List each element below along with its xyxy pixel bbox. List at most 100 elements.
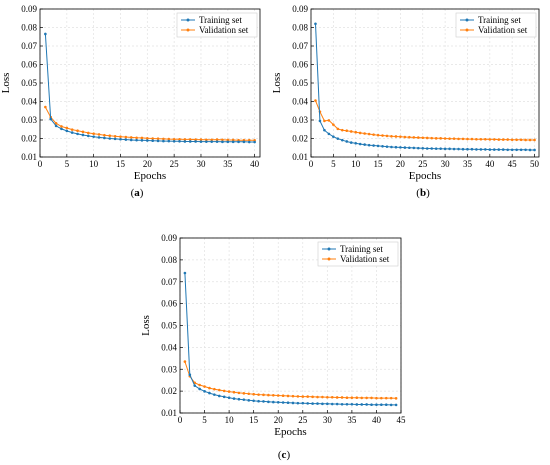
data-point-training	[510, 148, 514, 152]
data-point-training	[306, 402, 309, 405]
data-point-validation	[488, 138, 492, 141]
data-point-validation	[296, 395, 300, 398]
data-point-validation	[326, 395, 329, 399]
data-point-validation	[408, 135, 411, 139]
data-point-validation	[330, 395, 334, 399]
data-point-validation	[385, 134, 389, 138]
data-point-validation	[497, 138, 501, 141]
data-point-validation	[533, 138, 536, 142]
data-point-training	[76, 132, 79, 136]
data-point-training	[390, 145, 393, 149]
data-point-validation	[172, 137, 176, 141]
x-tick-label: 45	[397, 415, 407, 425]
data-point-validation	[327, 119, 331, 122]
data-point-training	[227, 396, 231, 399]
data-point-training	[484, 148, 487, 151]
y-tick-label: 0.09	[161, 233, 177, 243]
y-axis-label: Loss	[0, 73, 12, 94]
legend-swatch-marker	[327, 247, 331, 251]
x-tick-label: 35	[223, 159, 233, 169]
x-tick-label: 15	[249, 415, 259, 425]
data-point-training	[119, 137, 122, 141]
data-point-validation	[162, 137, 165, 141]
y-tick-label: 0.07	[161, 277, 177, 287]
data-point-training	[443, 147, 447, 151]
data-point-validation	[247, 138, 251, 142]
x-tick-label: 10	[89, 159, 99, 169]
data-point-training	[365, 403, 368, 406]
data-point-training	[335, 402, 339, 406]
data-point-training	[461, 147, 465, 151]
data-point-training	[286, 401, 290, 405]
data-point-validation	[412, 136, 416, 139]
data-point-validation	[363, 132, 366, 135]
data-point-training	[350, 402, 354, 406]
data-point-training	[515, 148, 518, 152]
data-point-validation	[470, 137, 474, 141]
x-axis-label: Epochs	[409, 170, 441, 182]
data-point-training	[434, 147, 438, 150]
data-point-training	[385, 145, 389, 148]
data-point-validation	[484, 137, 487, 141]
x-tick-label: 25	[418, 159, 428, 169]
data-point-training	[448, 147, 451, 151]
legend-box	[455, 12, 537, 38]
legend-swatch-marker	[186, 18, 190, 22]
data-point-training	[323, 128, 326, 132]
data-point-validation	[461, 137, 465, 141]
data-point-validation	[345, 396, 349, 399]
data-point-training	[416, 146, 420, 150]
data-point-validation	[321, 395, 324, 399]
data-point-training	[267, 400, 270, 404]
x-axis-label: Epochs	[134, 170, 166, 182]
data-point-validation	[524, 138, 527, 142]
data-point-training	[172, 139, 176, 143]
data-point-training	[425, 147, 429, 150]
y-axis-label: Loss	[140, 315, 152, 336]
data-point-validation	[370, 396, 373, 400]
data-point-validation	[376, 133, 380, 137]
data-point-training	[217, 394, 221, 398]
data-point-training	[376, 144, 380, 148]
data-point-validation	[350, 396, 354, 399]
data-point-training	[226, 140, 230, 144]
data-point-validation	[372, 133, 375, 136]
data-point-validation	[232, 390, 236, 394]
data-point-training	[281, 401, 285, 404]
data-point-training	[408, 146, 411, 150]
data-point-training	[199, 140, 203, 143]
x-tick-label: 40	[250, 159, 260, 169]
data-point-training	[403, 146, 407, 149]
data-point-validation	[336, 127, 340, 131]
data-point-training	[533, 148, 536, 152]
data-point-validation	[448, 137, 451, 140]
data-point-training	[198, 387, 201, 391]
data-point-training	[345, 140, 349, 143]
data-point-training	[506, 148, 510, 152]
data-point-validation	[247, 392, 251, 396]
data-point-training	[221, 140, 224, 144]
data-point-validation	[167, 137, 171, 141]
data-point-training	[370, 403, 373, 406]
data-point-validation	[146, 137, 149, 140]
data-point-training	[497, 148, 501, 151]
data-point-validation	[381, 134, 384, 137]
data-point-training	[394, 145, 398, 149]
data-point-validation	[510, 138, 514, 142]
data-point-training	[92, 135, 95, 138]
data-point-training	[524, 148, 527, 152]
chart-panel-b: 0.01 0.02 0.03 0.04 0.05 0.06 0.07 0.08 0.09 0 5 10…	[271, 4, 540, 199]
legend-entry-label: Validation set	[199, 25, 249, 35]
data-point-training	[205, 140, 208, 143]
data-point-validation	[210, 138, 214, 142]
data-point-validation	[519, 138, 523, 142]
chart-panel-a: 0.01 0.02 0.03 0.04 0.05 0.06 0.07 0.08 0.09 0 5 10…	[0, 4, 261, 199]
data-point-validation	[81, 130, 85, 134]
x-tick-label: 35	[347, 415, 357, 425]
data-point-training	[257, 399, 260, 403]
y-tick-label: 0.08	[161, 255, 177, 265]
data-point-validation	[129, 136, 133, 139]
y-tick-label: 0.05	[21, 78, 37, 88]
x-tick-label: 0	[178, 415, 183, 425]
data-point-training	[70, 131, 74, 134]
